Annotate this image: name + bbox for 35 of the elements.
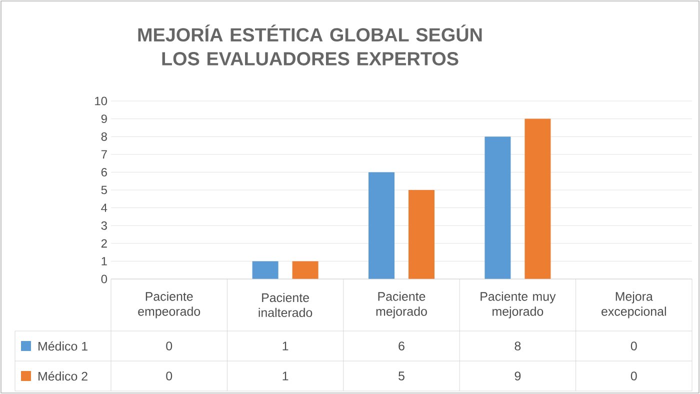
data-label: 0	[630, 372, 637, 380]
y-tick-label: 10	[95, 96, 108, 106]
bar	[252, 261, 278, 279]
data-label: 5	[398, 372, 404, 380]
y-tick-label: 7	[101, 150, 107, 159]
y-tick-label: 2	[101, 239, 107, 248]
x-tick-label: Paciente mejorado	[376, 292, 427, 318]
bar	[292, 261, 318, 279]
data-label: 0	[166, 342, 172, 350]
legend-label: Médico 1	[38, 341, 88, 351]
x-tick-label: Paciente muy mejorado	[480, 292, 556, 318]
data-label: 8	[514, 342, 521, 350]
data-label: 0	[630, 342, 637, 350]
x-tick-label: Mejora excepcional	[602, 292, 666, 318]
bar	[368, 172, 395, 279]
y-tick-label: 5	[101, 186, 107, 194]
bar	[484, 136, 511, 279]
y-tick-label: 9	[101, 114, 107, 124]
data-label: 0	[166, 372, 172, 380]
x-tick-label: Paciente empeorado	[138, 292, 200, 318]
y-tick-label: 8	[101, 132, 107, 141]
legend-label: Médico 2	[38, 371, 88, 381]
data-label: 1	[282, 372, 288, 380]
bar	[408, 190, 435, 279]
data-label: 1	[282, 342, 288, 350]
y-tick-label: 3	[101, 221, 107, 230]
y-tick-label: 0	[101, 274, 108, 284]
data-label: 6	[398, 342, 404, 350]
y-tick-label: 4	[101, 204, 108, 212]
y-tick-label: 1	[102, 257, 107, 266]
x-tick-label: Paciente inalterado	[258, 292, 312, 318]
data-label: 9	[514, 372, 521, 380]
y-tick-label: 6	[101, 168, 107, 176]
bar	[524, 118, 551, 279]
chart-title: MEJORÍA ESTÉTICA GLOBAL SEGÚN LOS EVALUADORES EXPERTOS	[138, 24, 482, 66]
